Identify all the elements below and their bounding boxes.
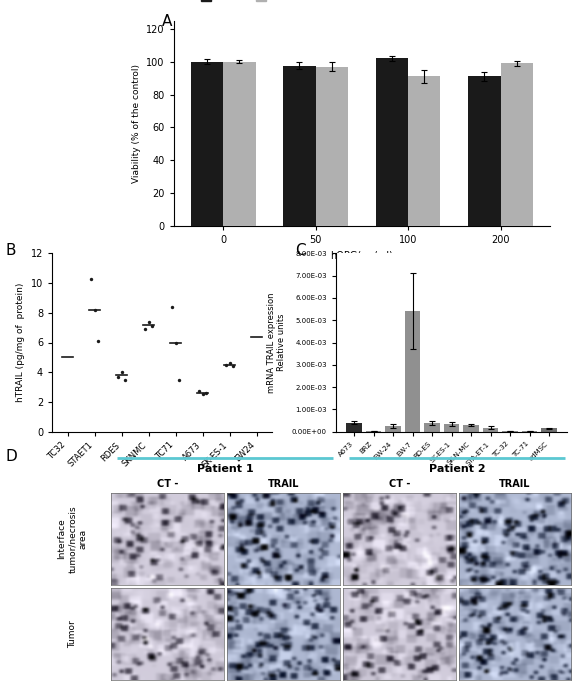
Bar — [316, 66, 348, 226]
Text: B: B — [6, 243, 16, 258]
Text: Patient 2: Patient 2 — [428, 464, 485, 475]
Text: D: D — [6, 449, 17, 464]
Text: Patient 1: Patient 1 — [197, 464, 254, 475]
Bar — [346, 423, 362, 432]
Point — [113, 371, 123, 382]
Point — [120, 374, 130, 385]
Point — [252, 331, 261, 342]
Y-axis label: Viability (% of the control): Viability (% of the control) — [131, 64, 141, 183]
Bar — [386, 426, 401, 432]
Bar — [541, 428, 557, 432]
Bar — [408, 77, 441, 226]
Bar — [191, 62, 223, 226]
Point — [201, 388, 211, 399]
Bar — [463, 425, 479, 432]
Bar — [376, 58, 408, 226]
Point — [117, 366, 126, 377]
Bar — [483, 427, 499, 432]
Y-axis label: mRNA TRAIL expression
Relative units: mRNA TRAIL expression Relative units — [267, 292, 286, 393]
Point — [198, 389, 207, 400]
Text: TRAIL: TRAIL — [267, 479, 299, 488]
Legend: TC-71, A673: TC-71, A673 — [197, 0, 303, 6]
Point — [93, 336, 102, 347]
Bar — [501, 63, 533, 226]
Bar — [405, 311, 420, 432]
Point — [144, 316, 153, 327]
Text: Tumor: Tumor — [68, 620, 77, 648]
Bar — [223, 62, 255, 226]
Bar — [424, 423, 440, 432]
Point — [63, 352, 72, 363]
Point — [87, 273, 96, 284]
X-axis label: hOPG(ng/ml): hOPG(ng/ml) — [331, 251, 393, 260]
Text: C: C — [295, 243, 306, 258]
Text: CT -: CT - — [389, 479, 410, 488]
Bar — [468, 77, 501, 226]
Point — [147, 321, 156, 332]
Point — [168, 301, 177, 312]
Text: TRAIL: TRAIL — [499, 479, 531, 488]
Point — [222, 359, 231, 370]
Point — [195, 386, 204, 397]
Text: CT -: CT - — [157, 479, 178, 488]
Point — [141, 324, 150, 335]
Text: Interface
tumor/necrosis
area: Interface tumor/necrosis area — [57, 505, 87, 573]
Point — [174, 374, 184, 385]
Text: A: A — [162, 14, 173, 29]
Bar — [444, 424, 459, 432]
Point — [225, 358, 234, 369]
Point — [228, 361, 237, 372]
Y-axis label: hTRAIL (pg/mg of  protein): hTRAIL (pg/mg of protein) — [16, 283, 25, 402]
Bar — [283, 66, 316, 226]
Point — [90, 304, 99, 315]
Point — [171, 337, 180, 348]
